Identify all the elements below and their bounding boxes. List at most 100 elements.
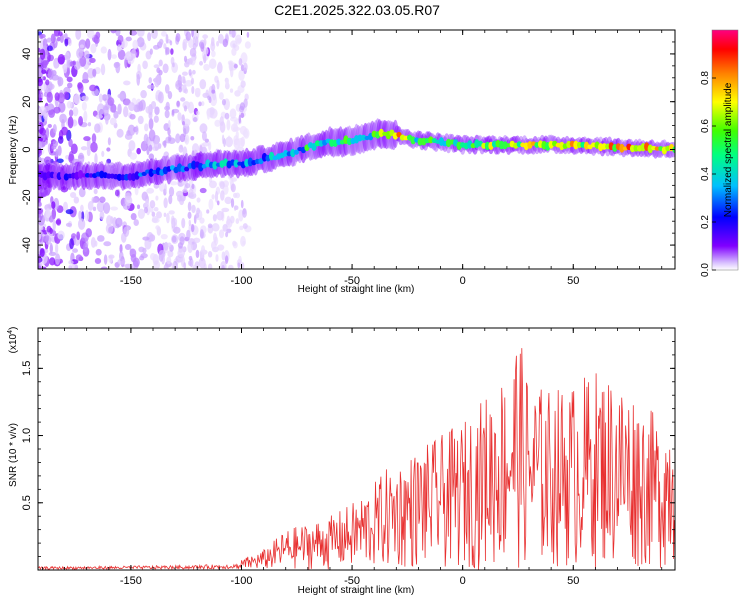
spectrogram-noise-mark xyxy=(235,130,239,140)
spectrogram-noise-mark xyxy=(178,86,183,93)
spectrogram-noise-mark xyxy=(214,190,219,203)
spectrogram-noise-mark xyxy=(69,238,74,250)
spectrogram-noise-mark xyxy=(83,110,88,123)
spectrogram-noise-mark xyxy=(192,237,201,244)
spectrogram-noise-mark xyxy=(125,36,132,42)
spectrogram-noise-mark xyxy=(39,34,44,40)
spectrogram-ridge-mark xyxy=(573,140,579,150)
spectrogram-noise-mark xyxy=(171,109,175,116)
spectrogram-noise-mark xyxy=(80,146,88,151)
spectrogram-noise-mark xyxy=(184,134,190,145)
spectrogram-noise-mark xyxy=(105,115,109,125)
snr-ticks: -150 -100 -50 0 50 0.5 1.0 1.5 xyxy=(21,327,675,587)
spectrogram-ridge-mark xyxy=(212,161,218,170)
spectrogram-noise-mark xyxy=(55,148,59,158)
spectrogram-noise-mark xyxy=(94,123,101,134)
spectrogram-noise-mark xyxy=(129,30,138,36)
spectrogram-noise-mark xyxy=(160,233,168,240)
spectrogram-noise-mark xyxy=(76,231,81,241)
spectrogram-noise-mark xyxy=(201,131,207,141)
spectrogram-ridge-mark xyxy=(148,168,154,177)
spectrogram-noise-mark xyxy=(188,69,192,76)
spectrogram-noise-mark xyxy=(57,136,64,144)
spectrogram-noise-mark xyxy=(78,187,86,198)
spectrogram-noise-mark xyxy=(38,207,44,215)
colorbar-label: Normalized spectral amplitude xyxy=(723,82,734,217)
spectrogram-noise-mark xyxy=(65,209,74,215)
spectrogram-noise-mark xyxy=(38,78,44,87)
spectrogram-noise-mark xyxy=(38,90,41,101)
spectrogram-noise-mark xyxy=(170,48,174,55)
spectrogram-noise-mark xyxy=(50,33,56,44)
spectrogram-ridge-mark xyxy=(180,165,186,173)
spectrogram-noise-mark xyxy=(66,67,71,76)
spectrogram-noise-mark xyxy=(148,111,153,120)
spectrogram-noise-mark xyxy=(163,197,168,209)
spectrogram-noise-mark xyxy=(188,219,191,227)
spectrogram-noise-mark xyxy=(108,226,113,234)
spectrogram-noise-mark xyxy=(97,103,105,115)
spectrogram-noise-mark xyxy=(222,38,228,48)
spectrogram-noise-mark xyxy=(79,44,85,49)
x-tick-label: 50 xyxy=(567,575,579,587)
x-tick-label: 50 xyxy=(567,275,579,287)
spectrogram-noise-mark xyxy=(130,213,137,221)
spectrogram-noise-mark xyxy=(193,36,196,46)
spectrogram-noise-mark xyxy=(76,48,84,59)
spectrogram-noise-mark xyxy=(154,138,160,151)
spectrogram-noise-mark xyxy=(164,46,168,56)
spectrogram-noise-mark xyxy=(51,201,56,209)
spectrogram-noise-mark xyxy=(38,196,41,204)
spectrogram-noise-mark xyxy=(92,68,97,77)
spectrogram-noise-mark xyxy=(183,105,188,112)
spectrogram-noise-mark xyxy=(163,263,169,269)
spectrogram-noise-mark xyxy=(178,144,184,153)
spectrogram-noise-mark xyxy=(207,223,213,229)
spectrogram-noise-mark xyxy=(240,199,244,209)
spectrogram-noise-mark xyxy=(168,194,173,205)
colorbar-tick-label: 0.4 xyxy=(700,167,711,181)
spectrogram-noise-mark xyxy=(165,33,169,44)
spectrogram-noise-mark xyxy=(237,262,241,269)
spectrogram-noise-mark xyxy=(67,38,72,47)
spectrogram-noise-mark xyxy=(49,242,53,255)
spectrogram-ridge-mark xyxy=(46,171,52,179)
spectrogram-noise-mark xyxy=(229,108,237,119)
colorbar: 0.0 0.2 0.4 0.6 0.8 Normalized spectral ampl… xyxy=(700,29,739,277)
spectrogram-noise-mark xyxy=(51,145,57,150)
spectrogram-noise-mark xyxy=(145,198,150,207)
spectrogram-noise-mark xyxy=(90,141,98,153)
spectrogram-noise-mark xyxy=(136,73,141,86)
spectrogram-noise-mark xyxy=(189,47,197,58)
x-tick-label: -150 xyxy=(120,275,142,287)
spectrogram-noise-mark xyxy=(240,112,245,119)
spectrogram-noise-mark xyxy=(240,52,248,64)
spectrogram-noise-mark xyxy=(79,56,87,67)
spectrogram-noise-mark xyxy=(81,101,87,111)
spectrogram-noise-mark xyxy=(206,108,211,120)
colorbar-ticks: 0.0 0.2 0.4 0.6 0.8 xyxy=(700,71,716,277)
spectrogram-noise-mark xyxy=(43,248,49,254)
spectrogram-noise-mark xyxy=(171,217,178,226)
spectrogram-noise-mark xyxy=(52,219,56,231)
spectrogram-noise-mark xyxy=(82,71,89,84)
spectrogram-noise-mark xyxy=(224,196,232,205)
spectrogram-noise-mark xyxy=(238,58,243,66)
spectrogram-noise-mark xyxy=(179,236,185,246)
colorbar-frame xyxy=(711,29,739,271)
spectrogram-noise-mark xyxy=(132,257,140,268)
x-tick-label: -100 xyxy=(230,575,252,587)
spectrogram-noise-mark xyxy=(180,97,186,102)
spectrogram-noise-mark xyxy=(201,142,210,147)
spectrogram-noise-mark xyxy=(200,245,206,256)
spectrogram-noise-mark xyxy=(116,44,122,52)
spectrogram-noise-mark xyxy=(173,226,181,234)
spectrogram-noise-mark xyxy=(211,89,216,94)
spectrogram-noise-mark xyxy=(183,118,191,127)
spectrogram-noise-mark xyxy=(46,225,52,233)
spectrogram-noise-mark xyxy=(148,77,153,84)
spectrogram-noise-mark xyxy=(218,92,224,100)
spectrogram-noise-mark xyxy=(77,218,86,230)
spectrogram-noise-mark xyxy=(229,88,234,93)
spectrogram-noise-mark xyxy=(48,251,57,257)
